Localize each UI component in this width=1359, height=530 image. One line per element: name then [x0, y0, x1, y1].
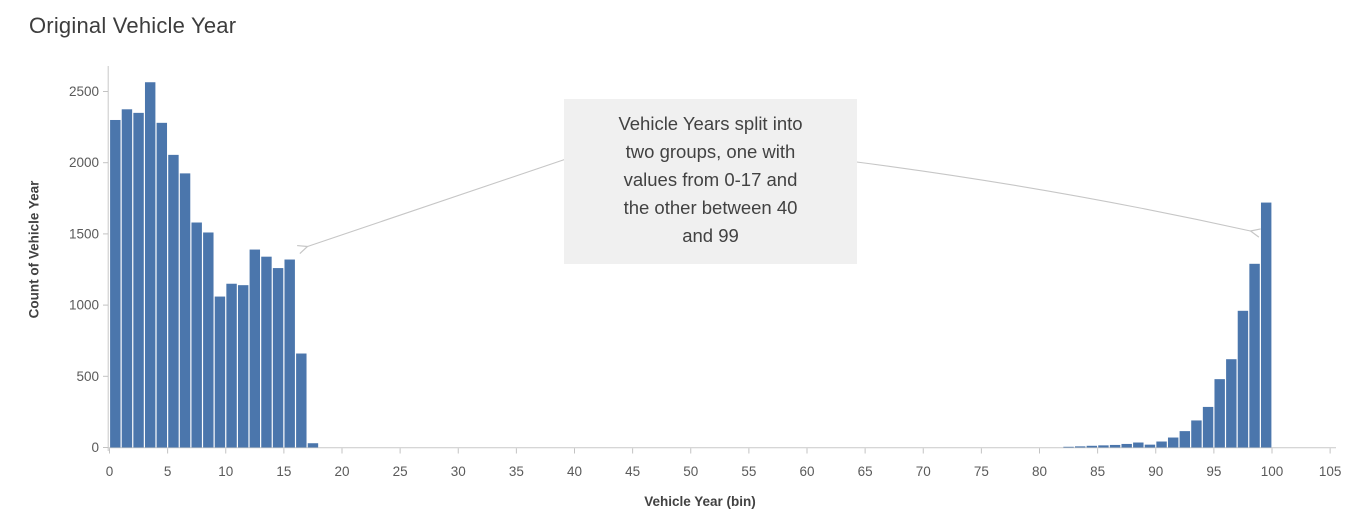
y-tick-label: 2000	[69, 155, 99, 170]
histogram-bar	[1086, 445, 1098, 448]
annotation-arrow-right	[848, 160, 1261, 238]
y-tick-label: 1000	[69, 298, 99, 313]
x-tick-label: 60	[799, 464, 814, 479]
x-tick-label: 20	[334, 464, 349, 479]
histogram-bar	[249, 249, 261, 448]
histogram-bar	[1121, 443, 1132, 448]
x-tick-label: 75	[974, 464, 989, 479]
histogram-bar	[110, 119, 121, 448]
histogram-bar	[214, 296, 226, 448]
annotation-arrow-left	[297, 156, 573, 254]
x-tick-label: 65	[858, 464, 873, 479]
x-tick-label: 70	[916, 464, 931, 479]
y-tick-label: 0	[91, 440, 99, 455]
y-tick-label: 500	[76, 369, 99, 384]
histogram-bar	[1144, 444, 1156, 448]
chart-title: Original Vehicle Year	[29, 13, 237, 38]
annotation-box: Vehicle Years split into two groups, one…	[564, 99, 857, 264]
histogram-bar	[1063, 446, 1074, 448]
histogram-bar	[284, 259, 295, 448]
x-tick-label: 55	[741, 464, 756, 479]
histogram-bar	[272, 268, 284, 448]
histogram-bar	[1191, 420, 1202, 448]
x-tick-label: 95	[1206, 464, 1221, 479]
y-axis-title: Count of Vehicle Year	[26, 180, 42, 319]
x-tick-label: 45	[625, 464, 640, 479]
histogram-bar	[168, 154, 179, 448]
x-tick-label: 80	[1032, 464, 1047, 479]
x-tick-label: 10	[218, 464, 233, 479]
y-tick-label: 1500	[69, 226, 99, 241]
histogram-bar	[1226, 359, 1237, 448]
histogram-bar	[179, 173, 191, 448]
x-axis-title: Vehicle Year (bin)	[644, 494, 756, 509]
x-tick-label: 5	[164, 464, 172, 479]
histogram-bar	[1109, 444, 1121, 448]
histogram-bar	[1098, 445, 1109, 448]
y-tick-label: 2500	[69, 84, 99, 99]
histogram-bar	[1167, 437, 1179, 448]
histogram-bar	[156, 122, 168, 448]
x-tick-label: 85	[1090, 464, 1105, 479]
annotation-line: the other between 40	[623, 197, 798, 218]
x-tick-label: 40	[567, 464, 582, 479]
histogram-bar	[144, 82, 156, 448]
histogram-bar	[261, 256, 272, 448]
histogram-bar	[307, 443, 319, 448]
histogram-bar	[237, 285, 249, 448]
histogram-bar	[1249, 263, 1260, 448]
histogram-bar	[1260, 202, 1272, 448]
x-tick-label: 35	[509, 464, 524, 479]
histogram-bar	[203, 232, 214, 448]
histogram-bar	[1214, 379, 1225, 448]
annotation-line: and 99	[682, 225, 739, 246]
annotation-line: Vehicle Years split into	[618, 113, 803, 134]
histogram-bar	[121, 109, 133, 448]
x-tick-label: 15	[276, 464, 291, 479]
histogram-bar	[1202, 406, 1214, 448]
histogram-bar	[133, 112, 144, 448]
x-tick-label: 105	[1319, 464, 1342, 479]
histogram-bar	[1156, 441, 1167, 448]
x-tick-label: 100	[1261, 464, 1284, 479]
histogram-bar	[296, 353, 307, 448]
annotation-line: values from 0-17 and	[623, 169, 798, 190]
x-tick-label: 0	[106, 464, 114, 479]
x-tick-label: 30	[451, 464, 466, 479]
histogram-bar	[1074, 446, 1086, 448]
x-tick-label: 25	[393, 464, 408, 479]
histogram-bar	[226, 283, 237, 448]
histogram-bar	[1133, 442, 1144, 448]
histogram-bar	[191, 222, 202, 448]
histogram-bar	[1237, 310, 1249, 448]
histogram-bar	[1179, 431, 1191, 448]
x-tick-label: 90	[1148, 464, 1163, 479]
x-tick-label: 50	[683, 464, 698, 479]
annotation-line: two groups, one with	[625, 141, 796, 162]
